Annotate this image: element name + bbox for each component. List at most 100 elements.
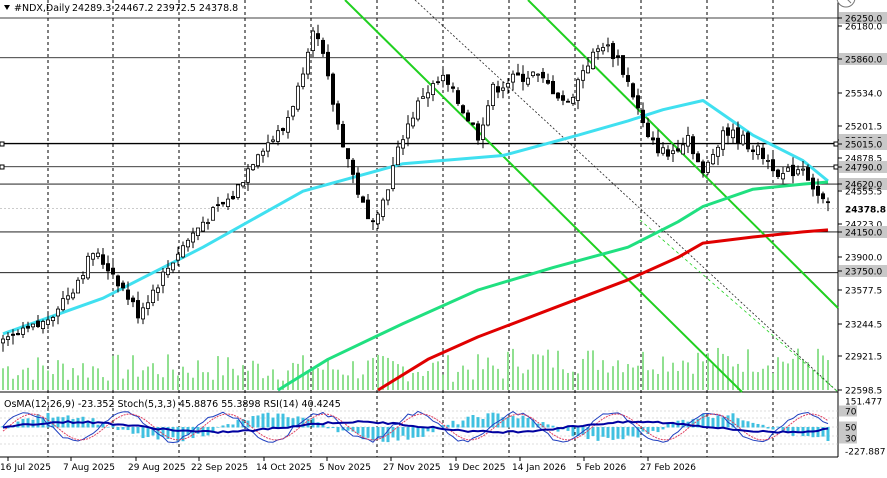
- candle-body: [586, 65, 591, 74]
- volume-bar: [577, 373, 579, 390]
- y-tick-label: 24378.8: [845, 206, 886, 216]
- x-tick-label: 22 Sep 2025: [191, 463, 248, 473]
- volume-bar: [117, 354, 119, 390]
- candle-body: [36, 320, 41, 327]
- volume-bar: [277, 379, 279, 390]
- candle-body: [766, 160, 771, 162]
- candle-body: [395, 146, 400, 166]
- volume-bar: [212, 379, 214, 390]
- candle-body: [240, 182, 245, 187]
- volume-bar: [802, 359, 804, 390]
- volume-bar: [707, 353, 709, 390]
- volume-bar: [2, 368, 4, 390]
- osma-bar: [541, 422, 545, 428]
- volume-bar: [142, 370, 144, 390]
- volume-bar: [182, 366, 184, 390]
- volume-bar: [452, 381, 454, 390]
- candle-body: [711, 154, 716, 165]
- osma-bar: [586, 427, 590, 440]
- volume-bar: [602, 360, 604, 390]
- volume-bar: [327, 358, 329, 390]
- volume-bar: [652, 369, 654, 390]
- volume-bar: [72, 368, 74, 390]
- osma-bar: [176, 427, 180, 442]
- candle-body: [6, 336, 11, 340]
- candle-body: [821, 193, 826, 200]
- ind-level-box: [839, 432, 857, 444]
- osma-bar: [481, 418, 485, 428]
- volume-bar: [542, 355, 544, 390]
- volume-bar: [82, 363, 84, 390]
- candle-body: [425, 92, 430, 99]
- volume-bar: [247, 370, 249, 390]
- volume-bar: [307, 372, 309, 390]
- candle-body: [546, 79, 551, 84]
- volume-bar: [797, 348, 799, 390]
- osma-bar: [751, 422, 755, 428]
- osma-bar: [441, 425, 445, 428]
- volume-bar: [547, 349, 549, 390]
- osma-bar: [571, 427, 575, 437]
- volume-bar: [767, 365, 769, 390]
- osma-bar: [736, 418, 740, 428]
- osma-bar: [26, 418, 30, 428]
- current-price-box: [839, 203, 887, 215]
- candle-body: [536, 73, 541, 76]
- volume-bar: [407, 381, 409, 390]
- one-click-trading-icon[interactable]: [836, 0, 856, 8]
- volume-bar: [817, 348, 819, 390]
- osma-bar: [711, 417, 715, 428]
- candle-body: [505, 83, 510, 88]
- candle-body: [636, 95, 641, 109]
- osma-bar: [601, 427, 605, 437]
- candle-body: [405, 123, 410, 139]
- candle-body: [61, 298, 66, 311]
- candle-body: [265, 142, 270, 152]
- candle-body: [485, 105, 490, 126]
- osma-bar: [276, 413, 280, 428]
- osma-bar: [746, 421, 750, 428]
- candle-body: [71, 292, 76, 299]
- candle-body: [701, 161, 706, 174]
- volume-bar: [642, 351, 644, 390]
- candle-body: [390, 165, 395, 190]
- osma-bar: [406, 427, 410, 440]
- osma-bar: [591, 427, 595, 437]
- candle-body: [490, 83, 495, 106]
- candle-body: [736, 127, 741, 144]
- osma-bar: [376, 427, 380, 439]
- candle-body: [86, 255, 91, 279]
- candle-body: [370, 220, 375, 223]
- volume-bar: [152, 363, 154, 390]
- osma-bar: [101, 422, 105, 428]
- volume-bar: [742, 371, 744, 390]
- collapse-arrow-icon[interactable]: [4, 5, 10, 10]
- osma-bar: [231, 424, 235, 428]
- volume-bar: [357, 378, 359, 390]
- candle-body: [305, 51, 310, 75]
- candle-body: [365, 199, 370, 220]
- channel-line-lower: [344, 0, 743, 393]
- volume-bar: [262, 378, 264, 390]
- osma-bar: [516, 418, 520, 428]
- osma-bar: [741, 420, 745, 428]
- volume-bar: [392, 361, 394, 390]
- volume-bar: [362, 374, 364, 390]
- y-tick-label: 24223.0: [845, 221, 882, 231]
- horizontal-levels: [0, 17, 838, 274]
- candle-body: [76, 279, 81, 294]
- osma-bar: [261, 413, 265, 428]
- osma-bar: [431, 427, 435, 433]
- candle-body: [671, 150, 676, 154]
- candle-body: [480, 124, 485, 140]
- candle-body: [335, 103, 340, 125]
- candle-body: [81, 275, 86, 280]
- osma-bar: [401, 427, 405, 436]
- volume-bar: [702, 361, 704, 390]
- y-tick-label: 24790.0: [845, 164, 882, 174]
- candle-body: [280, 128, 285, 131]
- candle-body: [260, 150, 265, 156]
- x-tick-label: 29 Aug 2025: [128, 463, 186, 473]
- indicator-tick-label: -227.887: [845, 448, 885, 458]
